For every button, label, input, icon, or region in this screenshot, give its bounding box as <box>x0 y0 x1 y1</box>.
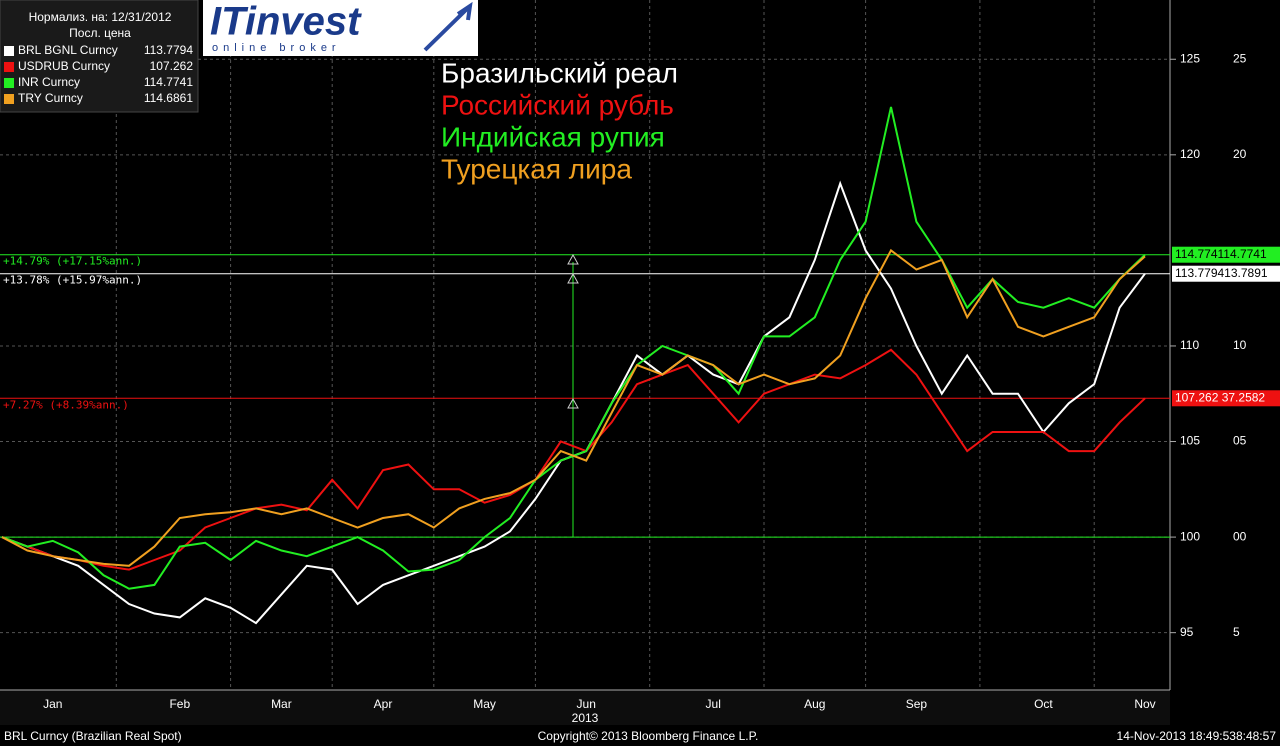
footer-left: BRL Curncy (Brazilian Real Spot) <box>4 729 182 743</box>
x-axis-label: 2013 <box>572 711 599 725</box>
end-tag <box>1172 246 1280 263</box>
legend-value: 107.262 <box>150 59 194 73</box>
x-tick-label: Aug <box>804 697 825 711</box>
legend-label: USDRUB Curncy <box>18 59 110 73</box>
logo: ITinvest <box>210 0 362 44</box>
y-tick-label: 120 <box>1180 147 1200 161</box>
footer-right: 14-Nov-2013 18:49:538:48:57 <box>1117 729 1277 743</box>
end-tag <box>1172 265 1280 282</box>
legend-swatch <box>4 46 14 56</box>
end-tag <box>1172 390 1280 407</box>
x-tick-label: May <box>473 697 496 711</box>
legend-header: Нормализ. на: 12/31/2012 <box>29 10 172 24</box>
measure-markers <box>567 253 579 409</box>
legend-value: 113.7794 <box>144 43 193 57</box>
series-line <box>1 348 1146 571</box>
series-title: Индийская рупия <box>441 121 665 152</box>
x-axis-band <box>0 690 1170 725</box>
x-tick-label: Jan <box>43 697 62 711</box>
lines <box>1 106 1146 625</box>
x-tick-label: Sep <box>906 697 928 711</box>
x-tick-label: Nov <box>1134 697 1155 711</box>
x-tick-label: Jul <box>706 697 721 711</box>
end-tag-label: 114.774114.7741 <box>1175 247 1267 261</box>
legend-value: 114.6861 <box>144 91 193 105</box>
legend-box <box>0 0 199 113</box>
grid <box>0 0 1170 690</box>
end-tag-label: 113.779413.7891 <box>1175 266 1268 280</box>
logo-box <box>203 0 478 56</box>
series-title: Российский рубль <box>441 89 674 120</box>
y2-tick-label: 25 <box>1233 51 1247 65</box>
y2-tick-label: 10 <box>1233 338 1247 352</box>
y2-tick-label: 5 <box>1233 625 1240 639</box>
x-tick-label: Oct <box>1034 697 1053 711</box>
series-line <box>1 248 1146 567</box>
footer-center: Copyright© 2013 Bloomberg Finance L.P. <box>538 729 759 743</box>
legend-subheader: Посл. цена <box>69 26 131 40</box>
series-title: Бразильский реал <box>441 57 678 88</box>
logo-tagline: online broker <box>212 42 341 54</box>
y2-tick-label: 00 <box>1233 529 1247 543</box>
legend-label: TRY Curncy <box>18 91 83 105</box>
series-title: Турецкая лира <box>441 153 632 184</box>
y-tick-label: 95 <box>1180 625 1194 639</box>
y2-tick-label: 20 <box>1233 147 1247 161</box>
legend-value: 114.7741 <box>144 75 193 89</box>
reference-label: +13.78% (+15.97%ann.) <box>3 274 142 287</box>
y-tick-label: 100 <box>1180 529 1200 543</box>
legend-label: BRL BGNL Curncy <box>18 43 118 57</box>
y-tick-label: 105 <box>1180 434 1200 448</box>
legend-label: INR Curncy <box>18 75 80 89</box>
y2-tick-label: 05 <box>1233 434 1247 448</box>
x-tick-label: Feb <box>169 697 190 711</box>
y-tick-label: 110 <box>1180 338 1199 352</box>
legend-swatch <box>4 62 14 72</box>
reference-label: +14.79% (+17.15%ann.) <box>3 255 142 268</box>
reference-label: +7.27% (+8.39%ann.) <box>3 398 129 411</box>
x-tick-label: Apr <box>374 697 393 711</box>
x-tick-label: Mar <box>271 697 292 711</box>
legend-swatch <box>4 78 14 88</box>
end-tag-label: 107.262 37.2582 <box>1175 390 1265 404</box>
logo-icon <box>423 1 473 52</box>
y-tick-label: 125 <box>1180 51 1200 65</box>
x-tick-label: Jun <box>577 697 596 711</box>
legend-swatch <box>4 94 14 104</box>
